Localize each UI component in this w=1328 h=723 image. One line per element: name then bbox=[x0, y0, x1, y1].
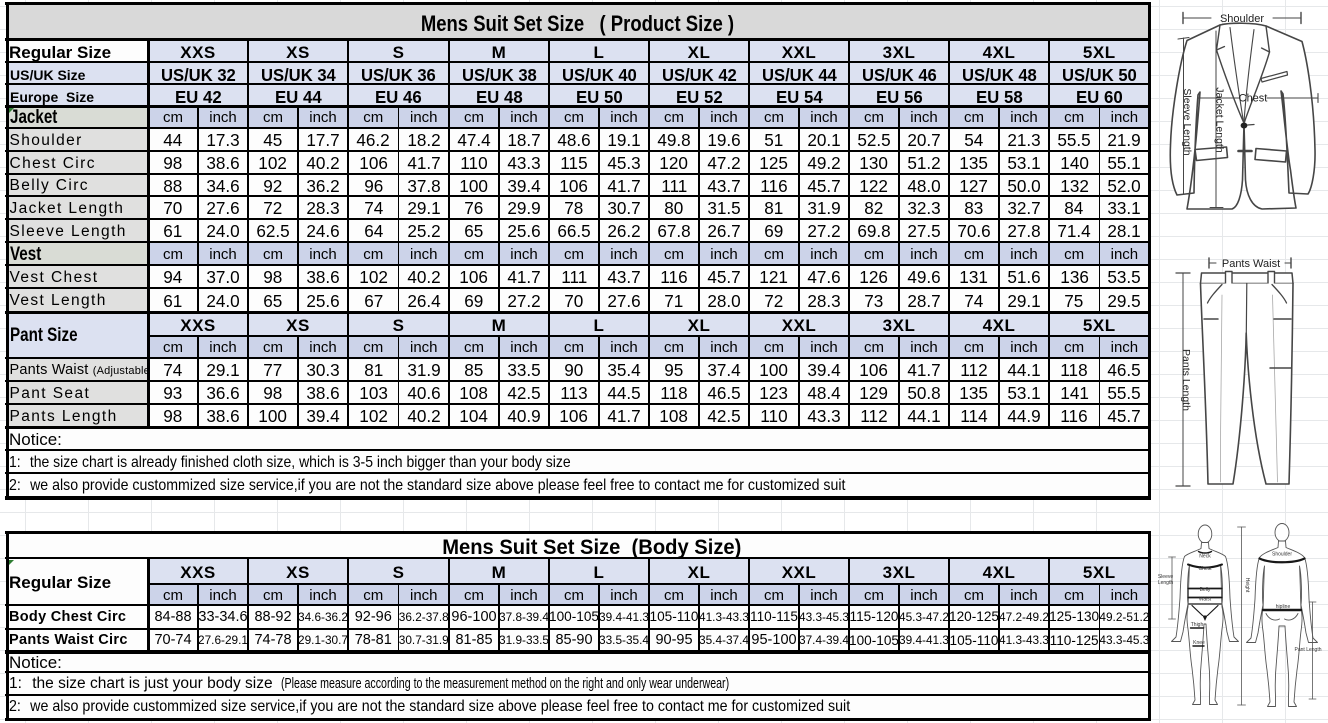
svg-text:Chest: Chest bbox=[1239, 93, 1268, 105]
svg-text:Chest: Chest bbox=[1198, 566, 1212, 572]
svg-text:Pants Waist: Pants Waist bbox=[1222, 258, 1280, 270]
svg-text:Knee: Knee bbox=[1193, 640, 1205, 646]
svg-text:Thigh: Thigh bbox=[1191, 622, 1204, 628]
svg-text:hipline: hipline bbox=[1276, 604, 1291, 610]
svg-text:Shoulder: Shoulder bbox=[1272, 552, 1292, 558]
svg-text:Neck: Neck bbox=[1199, 554, 1211, 560]
svg-text:Sleeve Length: Sleeve Length bbox=[1181, 88, 1193, 155]
svg-text:Height: Height bbox=[1244, 578, 1250, 593]
svg-text:Shoulder: Shoulder bbox=[1220, 13, 1264, 25]
svg-text:Sleeve: Sleeve bbox=[1158, 574, 1174, 580]
svg-text:Length: Length bbox=[1158, 580, 1174, 586]
svg-text:Pants Length: Pants Length bbox=[1180, 349, 1192, 411]
svg-text:Waist: Waist bbox=[1199, 597, 1212, 603]
svg-text:Belly: Belly bbox=[1200, 587, 1211, 593]
svg-text:Pant Length: Pant Length bbox=[1295, 647, 1322, 653]
svg-text:Jacket Length: Jacket Length bbox=[1214, 87, 1226, 153]
